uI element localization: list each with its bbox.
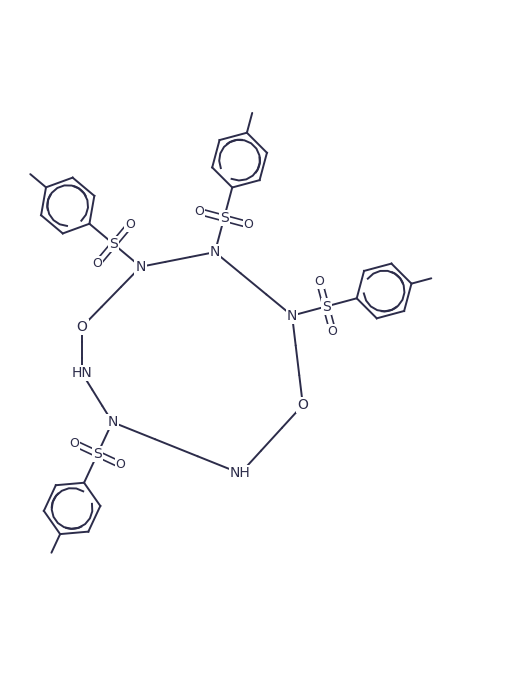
Text: O: O [70, 436, 79, 449]
Text: O: O [125, 218, 135, 232]
Text: O: O [195, 205, 204, 218]
Text: HN: HN [72, 366, 92, 380]
Text: O: O [115, 458, 125, 471]
Text: N: N [107, 415, 117, 429]
Text: N: N [287, 309, 297, 322]
Text: N: N [210, 245, 220, 259]
Text: S: S [322, 300, 330, 313]
Text: O: O [297, 398, 308, 412]
Text: S: S [109, 237, 118, 251]
Text: N: N [136, 260, 146, 274]
Text: S: S [219, 211, 229, 225]
Text: O: O [314, 275, 325, 288]
Text: NH: NH [230, 466, 251, 480]
Text: O: O [328, 324, 338, 337]
Text: O: O [77, 320, 87, 334]
Text: O: O [244, 218, 253, 232]
Text: O: O [92, 257, 102, 270]
Text: S: S [93, 447, 102, 461]
